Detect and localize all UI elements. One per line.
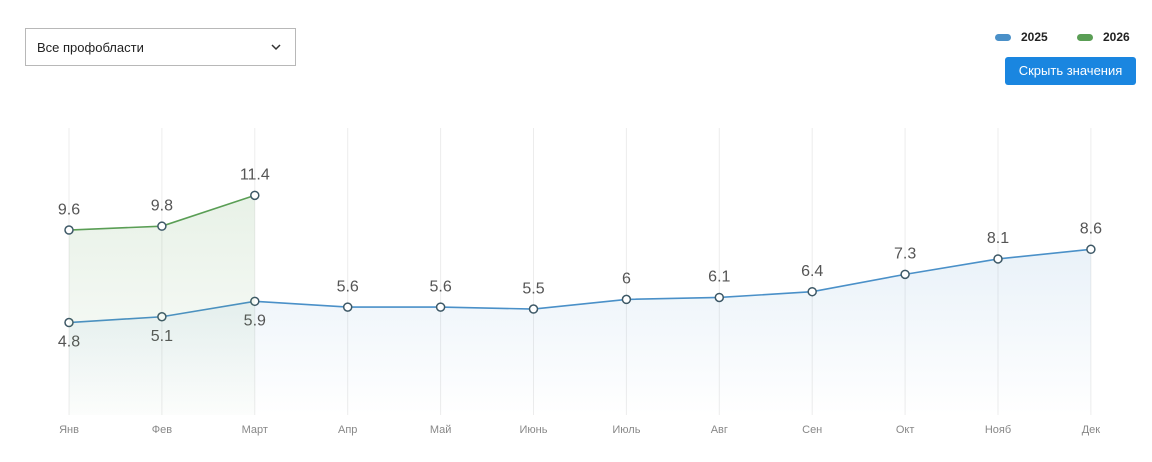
data-point [714, 292, 725, 303]
data-point [993, 254, 1003, 264]
dropdown-label: Все профобласти [37, 40, 144, 55]
data-point [435, 302, 446, 312]
legend-label: 2025 [1021, 30, 1048, 44]
data-point [157, 221, 167, 231]
x-tick-label: Июнь [520, 424, 548, 436]
value-label: 7.3 [894, 246, 916, 263]
x-tick-label: Июль [612, 424, 640, 436]
value-label: 6 [622, 271, 631, 288]
value-label: 5.6 [337, 278, 359, 295]
value-label: 9.8 [151, 197, 173, 214]
value-label: 8.6 [1080, 221, 1102, 238]
value-label: 5.5 [522, 280, 544, 297]
value-label: 9.6 [58, 201, 80, 218]
hide-values-button[interactable]: Скрыть значения [1005, 57, 1136, 85]
x-tick-label: Апр [338, 424, 357, 436]
value-label: 6.1 [708, 269, 730, 286]
data-point [64, 225, 74, 235]
chevron-icon [271, 44, 281, 51]
value-label: 5.6 [429, 278, 451, 295]
profession-dropdown[interactable]: Все профобласти [25, 28, 296, 66]
x-tick-label: Фев [152, 424, 172, 436]
data-point [621, 294, 632, 305]
value-label: 8.1 [987, 230, 1009, 247]
data-point [1086, 244, 1096, 255]
legend-swatch [995, 34, 1011, 41]
legend-swatch [1077, 34, 1093, 41]
data-point [342, 302, 353, 312]
data-point [807, 286, 817, 297]
data-point [528, 304, 539, 314]
value-label: 6.4 [801, 263, 823, 280]
value-label: 11.4 [240, 167, 270, 184]
legend-label: 2026 [1103, 30, 1130, 44]
x-tick-label: Март [242, 424, 268, 436]
x-tick-label: Янв [59, 424, 79, 436]
x-tick-label: Авг [711, 424, 728, 436]
x-tick-label: Окт [896, 424, 915, 436]
data-point [250, 190, 260, 201]
area-fill [69, 249, 1091, 415]
data-point [900, 269, 910, 280]
area-fill [69, 195, 255, 415]
x-tick-label: Сен [802, 424, 822, 436]
x-tick-label: Дек [1082, 424, 1101, 436]
x-tick-label: Май [430, 424, 452, 436]
x-tick-label: Нояб [985, 424, 1011, 436]
